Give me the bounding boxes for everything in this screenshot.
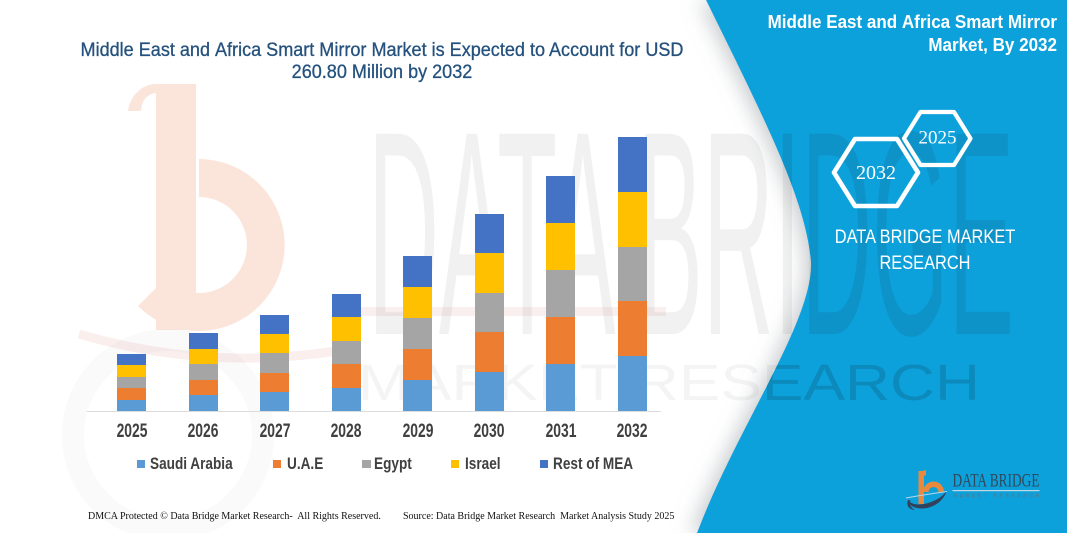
svg-text:2032: 2032: [856, 162, 896, 184]
svg-text:MARKET RESEARCH: MARKET RESEARCH: [358, 354, 980, 411]
svg-text:DATA BRIDGE: DATA BRIDGE: [953, 472, 1040, 492]
svg-text:MARKET RESEARCH: MARKET RESEARCH: [953, 494, 1042, 500]
svg-text:2025: 2025: [919, 128, 957, 149]
